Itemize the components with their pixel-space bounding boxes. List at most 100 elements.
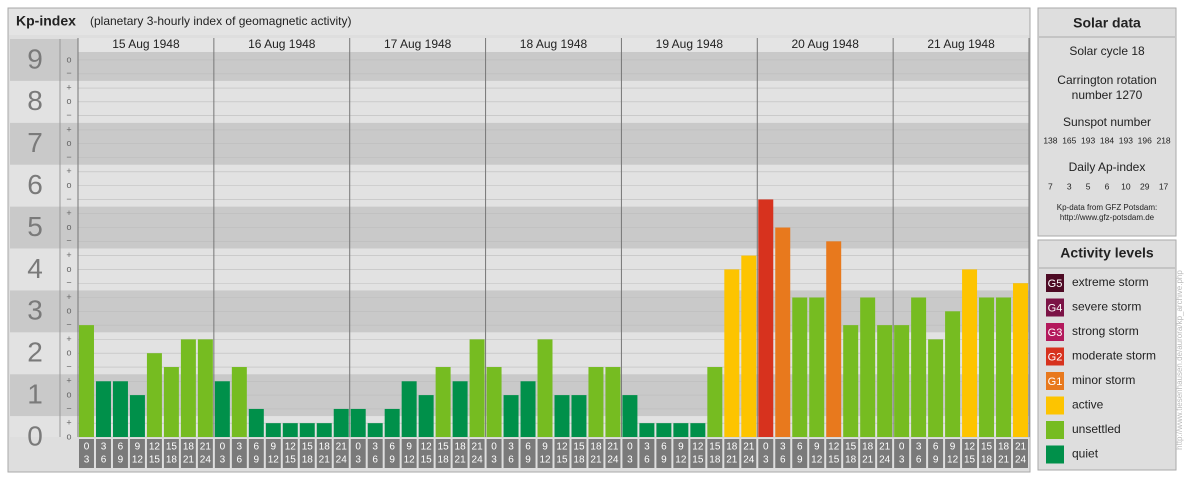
bar xyxy=(231,367,247,437)
bar xyxy=(95,381,111,437)
hour-label: 18 xyxy=(590,442,602,453)
hour-label: 15 xyxy=(149,455,161,466)
legend-swatch xyxy=(1046,274,1064,292)
hour-label: 21 xyxy=(743,442,755,453)
hour-label: 24 xyxy=(743,455,755,466)
hour-cell xyxy=(690,439,706,468)
hour-label: 24 xyxy=(879,455,891,466)
hour-label: 3 xyxy=(372,442,378,453)
legend-swatch xyxy=(1046,445,1064,464)
legend-swatch xyxy=(1046,396,1064,415)
legend-code: G5 xyxy=(1048,278,1063,290)
hour-label: 18 xyxy=(998,442,1010,453)
hour-label: 18 xyxy=(709,455,721,466)
hour-cell xyxy=(299,439,315,468)
minor-tick-label: − xyxy=(66,278,71,288)
hour-cell xyxy=(180,439,196,468)
y-tick-label: 9 xyxy=(27,43,43,74)
hour-label: 9 xyxy=(271,442,277,453)
legend-swatch xyxy=(1046,298,1064,317)
hour-cell xyxy=(265,439,281,468)
day-header xyxy=(349,38,486,52)
bar xyxy=(741,255,757,437)
day-label: 17 Aug 1948 xyxy=(384,37,452,51)
hour-label: 18 xyxy=(319,442,331,453)
legend-swatch xyxy=(1046,421,1064,439)
hour-label: 12 xyxy=(556,442,568,453)
source: http://www.gfz-potsdam.de xyxy=(1060,213,1155,222)
hour-cell xyxy=(469,439,485,468)
hour-cell xyxy=(775,439,791,468)
solar-title: Solar data xyxy=(1073,15,1141,31)
hour-label: 9 xyxy=(118,455,124,466)
y-tick-label: 5 xyxy=(27,211,43,242)
sunspot-value: 138 xyxy=(1043,135,1057,145)
bar xyxy=(265,423,281,437)
ap-value: 6 xyxy=(1105,181,1110,191)
bar xyxy=(928,339,944,437)
hour-cell xyxy=(707,439,723,468)
day-label: 18 Aug 1948 xyxy=(520,37,588,51)
hour-label: 24 xyxy=(472,455,484,466)
hour-cell xyxy=(197,439,213,468)
minor-tick-label: − xyxy=(66,361,71,371)
minor-tick-label: + xyxy=(66,376,71,386)
hour-label: 9 xyxy=(678,442,684,453)
bar xyxy=(775,227,791,437)
ap-value: 3 xyxy=(1067,181,1072,191)
hour-label: 9 xyxy=(389,455,395,466)
hour-label: 15 xyxy=(285,455,297,466)
hour-label: 15 xyxy=(302,442,314,453)
day-header xyxy=(757,38,894,52)
bar xyxy=(367,423,383,437)
hour-label: 9 xyxy=(542,442,548,453)
hour-label: 3 xyxy=(101,442,107,453)
hour-cell xyxy=(979,439,995,468)
minor-tick-label: + xyxy=(66,208,71,218)
hour-label: 9 xyxy=(254,455,260,466)
sunspot-value: 184 xyxy=(1100,135,1114,145)
minor-tick-label: − xyxy=(66,320,71,330)
minor-tick-label: + xyxy=(66,334,71,344)
hour-label: 15 xyxy=(964,455,976,466)
hour-cell xyxy=(758,439,774,468)
hour-label: 18 xyxy=(726,442,738,453)
hour-label: 18 xyxy=(845,455,857,466)
minor-tick-label: o xyxy=(66,389,71,399)
hour-label: 15 xyxy=(709,442,721,453)
day-label: 19 Aug 1948 xyxy=(656,37,724,51)
hour-cell xyxy=(384,439,400,468)
hour-label: 6 xyxy=(797,442,803,453)
hour-cell xyxy=(571,439,587,468)
hour-label: 18 xyxy=(455,442,467,453)
hour-label: 15 xyxy=(981,442,993,453)
bar xyxy=(571,395,587,437)
day-header xyxy=(485,38,622,52)
hour-label: 3 xyxy=(644,442,650,453)
hour-label: 9 xyxy=(797,455,803,466)
minor-tick-label: − xyxy=(66,152,71,162)
hour-label: 18 xyxy=(438,455,450,466)
bar xyxy=(843,325,859,437)
hour-label: 21 xyxy=(879,442,891,453)
bar xyxy=(214,381,230,437)
hour-cell xyxy=(418,439,434,468)
minor-tick-label: − xyxy=(66,68,71,78)
hour-label: 21 xyxy=(607,442,619,453)
hour-label: 6 xyxy=(372,455,378,466)
hour-cell xyxy=(435,439,451,468)
hour-label: 21 xyxy=(455,455,467,466)
hour-label: 21 xyxy=(200,442,212,453)
ap-value: 10 xyxy=(1121,181,1131,191)
hour-cell xyxy=(911,439,927,468)
hour-cell xyxy=(605,439,621,468)
hour-label: 9 xyxy=(661,455,667,466)
bar xyxy=(435,367,451,437)
bar xyxy=(452,381,468,437)
hour-label: 12 xyxy=(149,442,161,453)
ap-value: 17 xyxy=(1159,181,1169,191)
y-tick-label: 3 xyxy=(27,295,43,326)
hour-label: 9 xyxy=(525,455,531,466)
hour-label: 6 xyxy=(508,455,514,466)
